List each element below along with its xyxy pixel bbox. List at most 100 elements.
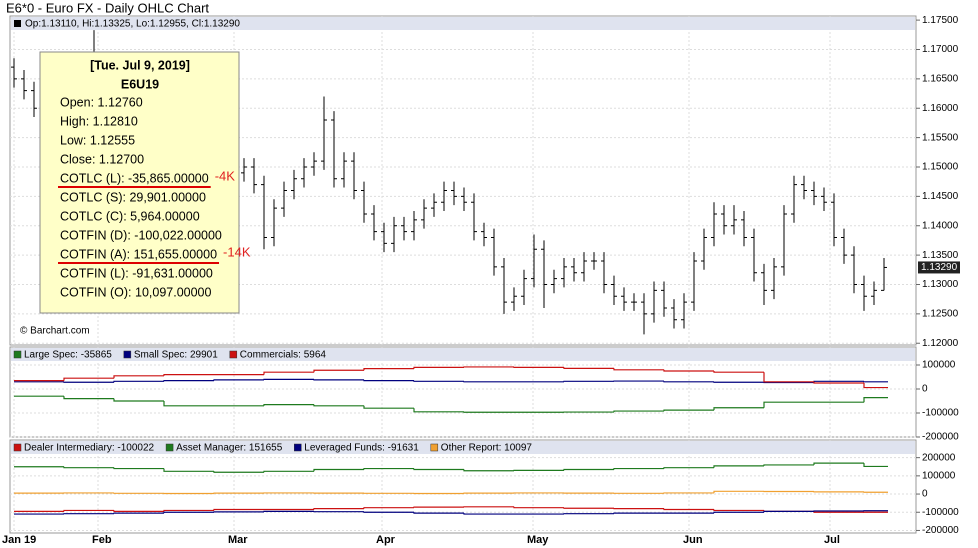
step-segment	[313, 404, 364, 407]
x-tick-label: Feb	[92, 534, 112, 546]
step-segment	[113, 512, 164, 514]
tooltip-line: Close: 1.12700	[60, 152, 144, 166]
step-segment	[413, 512, 464, 514]
x-tick-label: Jul	[824, 534, 840, 546]
step-segment	[163, 380, 214, 382]
legend-swatch	[14, 20, 21, 27]
x-tick-label: Jun	[683, 534, 703, 546]
y-tick-label: 1.13500	[922, 250, 959, 261]
chart-title: E6*0 - Euro FX - Daily OHLC Chart	[6, 0, 209, 15]
step-segment	[563, 507, 614, 509]
step-segment	[613, 467, 664, 470]
tooltip-line: COTLC (L): -35,865.00000	[60, 171, 209, 185]
y-tick-label: 1.14000	[922, 220, 959, 231]
step-segment	[63, 396, 114, 400]
step-segment	[313, 468, 364, 472]
step-segment	[863, 383, 888, 389]
step-segment	[413, 468, 464, 471]
step-segment	[113, 510, 164, 512]
panel	[9, 439, 917, 534]
x-tick-label: Apr	[376, 534, 396, 546]
step-segment	[613, 368, 664, 371]
step-segment	[313, 508, 364, 510]
step-segment	[863, 397, 888, 403]
step-segment	[413, 366, 464, 369]
tooltip-line: COTFIN (L): -91,631.00000	[60, 266, 213, 280]
tooltip-line: High: 1.12810	[60, 114, 138, 128]
step-segment	[313, 369, 364, 373]
panel	[9, 346, 917, 438]
legend-label: Large Spec: -35865	[24, 350, 112, 361]
step-segment	[663, 409, 714, 412]
step-segment	[413, 506, 464, 508]
y-tick-label: 200000	[922, 452, 956, 463]
step-segment	[763, 401, 814, 408]
y-tick-label: 1.12500	[922, 309, 959, 320]
copyright: © Barchart.com	[20, 326, 90, 337]
step-segment	[113, 375, 164, 379]
y-tick-label: -200000	[922, 432, 959, 443]
y-tick-label: 100000	[922, 360, 956, 371]
legend-swatch	[430, 443, 439, 452]
step-segment	[463, 469, 514, 472]
step-segment	[713, 371, 764, 373]
step-segment	[363, 379, 414, 382]
legend-swatch	[165, 443, 174, 452]
legend-swatch	[123, 350, 132, 359]
step-segment	[713, 511, 764, 514]
step-segment	[563, 468, 614, 471]
step-segment	[113, 380, 164, 383]
last-price-label: 1.13290	[921, 262, 958, 273]
tooltip-note: -14K	[223, 244, 251, 259]
y-tick-label: 1.17500	[922, 15, 959, 26]
x-tick-label: Mar	[228, 534, 248, 546]
y-tick-label: 1.14500	[922, 191, 959, 202]
step-segment	[713, 465, 764, 468]
step-segment	[363, 467, 414, 470]
legend-swatch	[294, 443, 302, 452]
step-segment	[63, 377, 114, 381]
step-segment	[63, 466, 114, 469]
step-segment	[613, 410, 664, 413]
legend-label: Small Spec: 29901	[134, 350, 218, 361]
step-segment	[713, 407, 764, 411]
tooltip-line: COTFIN (A): 151,655.00000	[60, 247, 217, 261]
y-tick-label: 0	[922, 489, 928, 500]
last-price-tag	[918, 261, 960, 274]
step-segment	[113, 467, 164, 470]
legend-label: Dealer Intermediary: -100022	[24, 443, 155, 454]
y-tick-label: 1.13000	[922, 279, 959, 290]
step-segment	[113, 398, 164, 402]
step-segment	[363, 405, 414, 409]
step-segment	[213, 379, 264, 381]
y-tick-label: 1.16500	[922, 74, 959, 85]
step-segment	[163, 374, 214, 376]
step-segment	[663, 508, 714, 511]
step-segment	[713, 509, 764, 512]
legend-swatch	[229, 350, 238, 359]
step-segment	[163, 401, 214, 407]
x-tick-label: Jan 19	[2, 534, 36, 546]
step-segment	[763, 464, 814, 466]
step-segment	[363, 368, 414, 371]
tooltip-line: COTFIN (O): 10,097.00000	[60, 285, 212, 299]
y-tick-label: -200000	[922, 525, 959, 536]
tooltip-note: -4K	[215, 168, 236, 183]
x-tick-label: May	[527, 534, 549, 546]
tooltip-date: [Tue. Jul 9, 2019]	[90, 58, 190, 72]
legend-swatch	[13, 350, 22, 359]
step-segment	[663, 381, 714, 383]
step-segment	[213, 508, 264, 511]
legend-label: Commercials: 5964	[240, 350, 327, 361]
step-segment	[263, 371, 314, 375]
step-segment	[713, 490, 764, 493]
step-segment	[413, 380, 464, 382]
y-tick-label: 0	[922, 384, 928, 395]
step-segment	[663, 467, 714, 469]
y-tick-label: -100000	[922, 507, 959, 518]
y-tick-label: 1.15000	[922, 162, 959, 173]
y-tick-label: 1.17000	[922, 44, 959, 55]
step-segment	[463, 513, 514, 515]
step-segment	[863, 381, 888, 383]
